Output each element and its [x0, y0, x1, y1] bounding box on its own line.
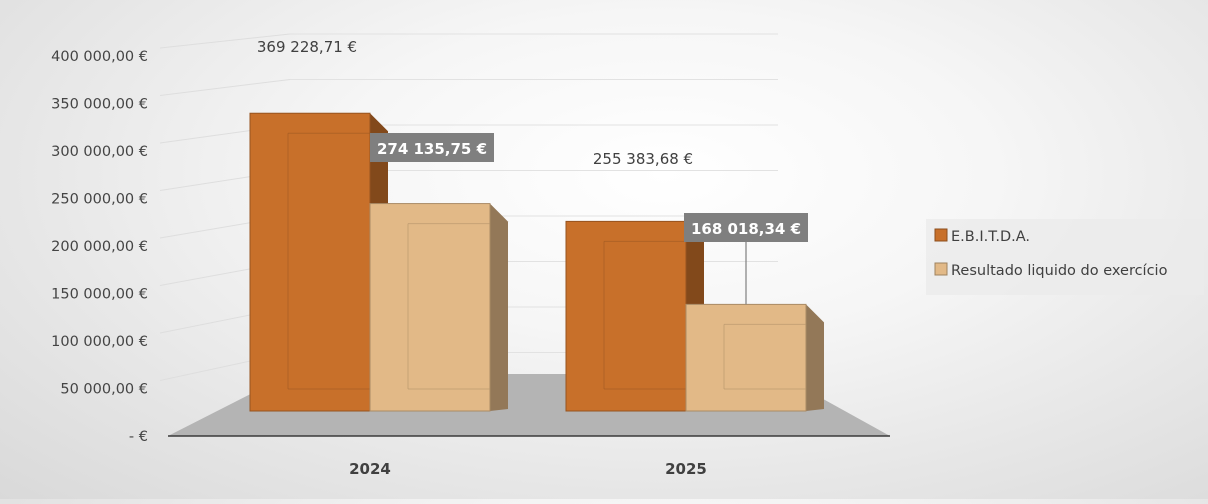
bar-2024-0	[249, 112, 388, 412]
y-tick-label: 200 000,00 €	[51, 239, 148, 255]
legend-swatch	[934, 262, 948, 276]
y-tick-label: 150 000,00 €	[51, 287, 148, 303]
y-tick-label: 300 000,00 €	[51, 144, 148, 160]
bar-front	[369, 203, 491, 412]
grid-line-diag	[159, 33, 291, 49]
data-label-box	[370, 133, 494, 162]
x-category-label: 2024	[349, 460, 391, 478]
data-label: 255 383,68 €	[593, 150, 693, 168]
x-category-label: 2025	[665, 460, 707, 478]
legend-swatch	[934, 228, 948, 242]
legend-label: E.B.I.T.D.A.	[951, 229, 1030, 245]
grid-line-diag	[159, 79, 291, 96]
bar-side	[490, 203, 508, 411]
y-tick-label: 100 000,00 €	[51, 334, 148, 350]
data-label-box	[684, 213, 808, 242]
bar-front	[685, 303, 807, 412]
data-label: 168 018,34 €	[691, 220, 801, 238]
data-label: 369 228,71 €	[257, 38, 357, 56]
bar-front	[249, 112, 371, 412]
y-tick-label: 250 000,00 €	[51, 192, 148, 208]
data-label: 274 135,75 €	[377, 140, 487, 158]
bar-front	[565, 220, 687, 412]
bar-side	[806, 304, 824, 411]
y-tick-label: - €	[129, 429, 148, 445]
legend-label: Resultado liquido do exercício	[951, 263, 1168, 279]
y-tick-label: 350 000,00 €	[51, 97, 148, 113]
bar-2025-0	[565, 220, 704, 412]
y-tick-label: 50 000,00 €	[60, 382, 148, 398]
legend-box	[926, 219, 1204, 295]
bar-2025-1	[685, 303, 824, 412]
y-tick-label: 400 000,00 €	[51, 49, 148, 65]
bar-2024-1	[369, 203, 508, 412]
